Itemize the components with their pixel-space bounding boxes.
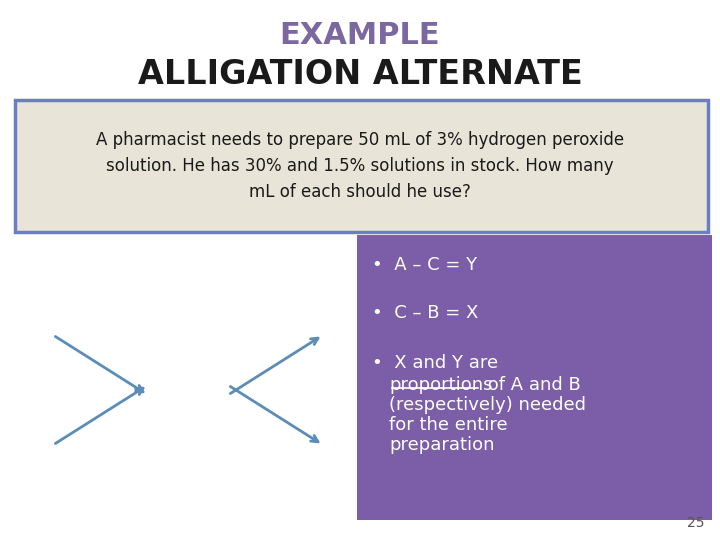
Text: ALLIGATION ALTERNATE: ALLIGATION ALTERNATE	[138, 58, 582, 91]
Text: A pharmacist needs to prepare 50 mL of 3% hydrogen peroxide
solution. He has 30%: A pharmacist needs to prepare 50 mL of 3…	[96, 131, 624, 201]
Text: 25: 25	[688, 516, 705, 530]
Text: (respectively) needed: (respectively) needed	[389, 396, 586, 414]
FancyBboxPatch shape	[15, 100, 708, 232]
Text: of A and B: of A and B	[482, 376, 581, 394]
Text: for the entire: for the entire	[389, 416, 508, 434]
FancyBboxPatch shape	[357, 235, 712, 520]
Text: •  C – B = X: • C – B = X	[372, 304, 478, 322]
Text: •  A – C = Y: • A – C = Y	[372, 256, 477, 274]
Text: proportions: proportions	[389, 376, 492, 394]
Text: •  X and Y are: • X and Y are	[372, 354, 498, 372]
Text: preparation: preparation	[389, 436, 495, 454]
Text: EXAMPLE: EXAMPLE	[279, 21, 441, 50]
